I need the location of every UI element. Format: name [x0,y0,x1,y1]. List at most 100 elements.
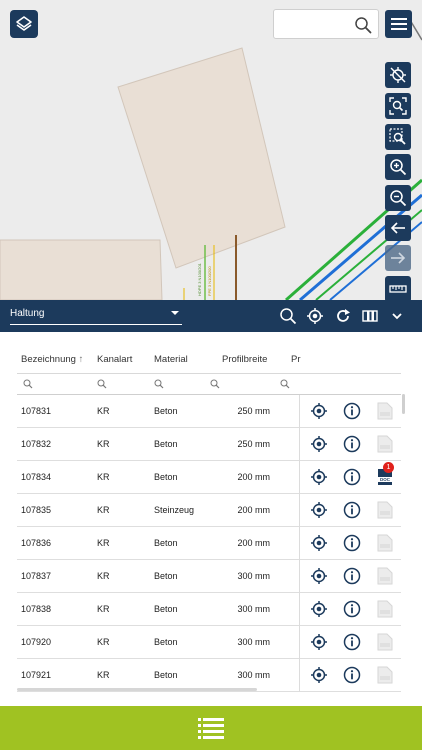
map-pipe-label: HDPE 3 N100/201 [197,262,202,296]
zoom-extent-button[interactable] [385,93,411,119]
table-locate-button[interactable] [305,306,325,326]
refresh-icon [337,309,350,322]
measure-button[interactable] [385,276,411,300]
cell-kanalart: KR [97,538,110,548]
cell-kanalart: KR [97,637,110,647]
zoom-out-button[interactable] [385,185,411,211]
zoom-to-feature-button[interactable] [309,665,329,685]
table-row[interactable]: 107920 KR Beton 300 mm [17,626,401,659]
chevron-down-icon [392,313,402,320]
info-button[interactable] [342,401,362,421]
locate-disabled-button[interactable] [385,62,411,88]
column-header-pr[interactable]: Pr [291,354,301,365]
info-button[interactable] [342,500,362,520]
filter-search-icon[interactable] [154,379,164,389]
document-button[interactable] [375,533,395,553]
table-row[interactable]: 107838 KR Beton 300 mm [17,593,401,626]
search-icon[interactable] [354,16,372,34]
cell-kanalart: KR [97,505,110,515]
divider [299,659,300,692]
divider [299,527,300,560]
forward-button[interactable] [385,245,411,271]
table-row[interactable]: 107831 KR Beton 250 mm [17,395,401,428]
zoom-in-button[interactable] [385,154,411,180]
collapse-panel-button[interactable] [387,306,407,326]
info-button[interactable] [342,566,362,586]
zoom-to-feature-button[interactable] [309,500,329,520]
document-button[interactable] [375,599,395,619]
divider [299,395,300,428]
document-button[interactable] [375,566,395,586]
cell-kanalart: KR [97,604,110,614]
document-disabled-icon [377,633,393,651]
crosshair-icon [311,502,327,518]
crosshair-icon [307,308,323,324]
attribute-table[interactable]: Bezeichnung ↑ Kanalart Material Profilbr… [0,332,422,706]
table-row[interactable]: 107837 KR Beton 300 mm [17,560,401,593]
column-header-material[interactable]: Material [154,354,188,365]
zoom-to-feature-button[interactable] [309,533,329,553]
zoom-to-feature-button[interactable] [309,467,329,487]
cell-bezeichnung: 107920 [21,637,52,647]
cell-bezeichnung: 107835 [21,505,52,515]
table-search-button[interactable] [278,306,298,326]
document-button[interactable] [375,632,395,652]
zoom-to-feature-button[interactable] [309,599,329,619]
filter-search-icon[interactable] [97,379,107,389]
info-button[interactable] [342,599,362,619]
filter-search-icon[interactable] [23,379,33,389]
layers-button[interactable] [10,10,38,38]
map-view[interactable]: HDPE 3 N100/201 FPE 3 N100/200 [0,0,422,300]
layer-select[interactable]: Haltung [10,306,182,325]
ruler-icon [389,285,407,293]
vertical-scrollbar[interactable] [402,394,405,414]
cell-material: Steinzeug [154,505,195,515]
info-icon [343,435,361,453]
zoom-to-feature-button[interactable] [309,632,329,652]
zoom-to-feature-button[interactable] [309,434,329,454]
map-canvas[interactable]: HDPE 3 N100/201 FPE 3 N100/200 [0,0,422,300]
document-button[interactable] [375,401,395,421]
filter-search-icon[interactable] [280,379,290,389]
info-button[interactable] [342,533,362,553]
table-row[interactable]: 107835 KR Steinzeug 200 mm [17,494,401,527]
table-row[interactable]: 107832 KR Beton 250 mm [17,428,401,461]
column-header-profilbreite[interactable]: Profilbreite [222,354,268,365]
info-button[interactable] [342,632,362,652]
refresh-button[interactable] [333,306,353,326]
table-row[interactable]: 107836 KR Beton 200 mm [17,527,401,560]
table-panel-header: Haltung [0,300,422,332]
zoom-box-button[interactable] [385,124,411,150]
cell-profilbreite: 200 mm [237,472,270,482]
document-button[interactable] [375,665,395,685]
info-icon [343,402,361,420]
info-button[interactable] [342,467,362,487]
cell-material: Beton [154,538,178,548]
info-icon [343,633,361,651]
filter-row [17,373,401,395]
column-header-kanalart[interactable]: Kanalart [97,354,133,365]
info-button[interactable] [342,434,362,454]
table-row[interactable]: 107834 KR Beton 200 mm DOC 1 [17,461,401,494]
filter-search-icon[interactable] [210,379,220,389]
map-search[interactable] [273,9,379,39]
document-button[interactable] [375,500,395,520]
columns-button[interactable] [360,306,380,326]
column-header-bezeichnung[interactable]: Bezeichnung ↑ [21,354,83,365]
list-toggle-bar[interactable] [0,706,422,750]
cell-material: Beton [154,439,178,449]
cell-material: Beton [154,637,178,647]
zoom-to-feature-button[interactable] [309,401,329,421]
map-search-input[interactable] [278,15,350,35]
zoom-to-feature-button[interactable] [309,566,329,586]
zoom-extent-icon [389,97,407,115]
back-button[interactable] [385,215,411,241]
info-button[interactable] [342,665,362,685]
document-disabled-icon [377,501,393,519]
menu-button[interactable] [385,10,412,38]
document-button[interactable] [375,434,395,454]
columns-icon [362,310,378,322]
document-button[interactable]: DOC 1 [375,462,395,487]
horizontal-scrollbar[interactable] [17,688,257,691]
table-row[interactable]: 107921 KR Beton 300 mm [17,659,401,692]
